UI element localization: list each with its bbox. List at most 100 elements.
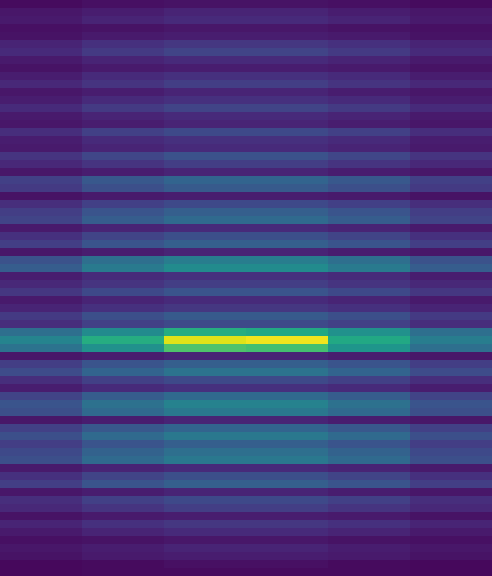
- heatmap-cell: [246, 272, 329, 281]
- heatmap-cell: [0, 264, 83, 273]
- heatmap-cell: [246, 120, 329, 129]
- heatmap-cell: [246, 400, 329, 409]
- heatmap-cell: [82, 560, 165, 569]
- heatmap-cell: [410, 424, 492, 433]
- heatmap-cell: [328, 560, 411, 569]
- heatmap-cell: [410, 112, 492, 121]
- heatmap-cell: [410, 496, 492, 505]
- heatmap-cell: [0, 208, 83, 217]
- heatmap-cell: [82, 416, 165, 425]
- heatmap-cell: [246, 224, 329, 233]
- heatmap-cell: [246, 408, 329, 417]
- heatmap-cell: [410, 384, 492, 393]
- heatmap-cell: [164, 424, 247, 433]
- heatmap-cell: [82, 144, 165, 153]
- heatmap-cell: [164, 496, 247, 505]
- heatmap-cell: [82, 40, 165, 49]
- heatmap-cell: [410, 216, 492, 225]
- heatmap-cell: [328, 224, 411, 233]
- heatmap-cell: [328, 304, 411, 313]
- heatmap-cell: [164, 376, 247, 385]
- heatmap-cell: [82, 440, 165, 449]
- heatmap-cell: [410, 120, 492, 129]
- heatmap-cell: [246, 504, 329, 513]
- heatmap-cell: [328, 24, 411, 33]
- heatmap-cell: [410, 480, 492, 489]
- heatmap-cell: [246, 480, 329, 489]
- heatmap-cell: [328, 48, 411, 57]
- heatmap-cell: [0, 336, 83, 345]
- heatmap-cell: [328, 520, 411, 529]
- heatmap-cell: [164, 520, 247, 529]
- heatmap-cell: [0, 168, 83, 177]
- heatmap-cell: [0, 520, 83, 529]
- heatmap-cell: [328, 312, 411, 321]
- heatmap-cell: [82, 160, 165, 169]
- heatmap-cell: [164, 256, 247, 265]
- heatmap-cell: [410, 296, 492, 305]
- heatmap-cell: [328, 544, 411, 553]
- heatmap-cell: [246, 552, 329, 561]
- heatmap-cell: [82, 104, 165, 113]
- heatmap-cell: [246, 392, 329, 401]
- heatmap-cell: [0, 416, 83, 425]
- heatmap-cell: [164, 88, 247, 97]
- heatmap-cell: [82, 544, 165, 553]
- heatmap-cell: [246, 416, 329, 425]
- heatmap-cell: [164, 536, 247, 545]
- heatmap-cell: [410, 16, 492, 25]
- heatmap-cell: [0, 408, 83, 417]
- heatmap-cell: [246, 448, 329, 457]
- heatmap-cell: [82, 352, 165, 361]
- heatmap-cell: [246, 312, 329, 321]
- heatmap-cell: [328, 40, 411, 49]
- heatmap-cell: [410, 568, 492, 576]
- heatmap-cell: [410, 136, 492, 145]
- heatmap-cell: [328, 168, 411, 177]
- heatmap-cell: [82, 152, 165, 161]
- heatmap-cell: [0, 288, 83, 297]
- heatmap-cell: [164, 480, 247, 489]
- heatmap-cell: [328, 152, 411, 161]
- heatmap-cell: [0, 32, 83, 41]
- heatmap-cell: [246, 304, 329, 313]
- heatmap-cell: [82, 64, 165, 73]
- heatmap-cell: [410, 544, 492, 553]
- heatmap-cell: [164, 280, 247, 289]
- heatmap-cell: [246, 256, 329, 265]
- heatmap-cell: [246, 488, 329, 497]
- heatmap-cell: [328, 248, 411, 257]
- heatmap-cell: [0, 560, 83, 569]
- heatmap-cell: [246, 456, 329, 465]
- heatmap-cell: [410, 176, 492, 185]
- heatmap-cell: [246, 472, 329, 481]
- heatmap-cell: [246, 72, 329, 81]
- heatmap-cell: [0, 536, 83, 545]
- heatmap-cell: [328, 232, 411, 241]
- heatmap-cell: [0, 216, 83, 225]
- heatmap-cell: [164, 568, 247, 576]
- heatmap-cell: [328, 96, 411, 105]
- heatmap-cell: [0, 360, 83, 369]
- heatmap-cell: [82, 136, 165, 145]
- heatmap-cell: [410, 264, 492, 273]
- heatmap-cell: [164, 120, 247, 129]
- heatmap-cell: [328, 344, 411, 353]
- heatmap-cell: [328, 144, 411, 153]
- heatmap-cell: [410, 392, 492, 401]
- heatmap-cell: [82, 568, 165, 576]
- heatmap-cell: [0, 392, 83, 401]
- heatmap-cell: [0, 16, 83, 25]
- heatmap-cell: [328, 480, 411, 489]
- heatmap-cell: [0, 272, 83, 281]
- heatmap-cell: [328, 440, 411, 449]
- heatmap-cell: [0, 568, 83, 576]
- heatmap-cell: [246, 320, 329, 329]
- heatmap-cell: [164, 464, 247, 473]
- heatmap-cell: [328, 136, 411, 145]
- heatmap-cell: [164, 224, 247, 233]
- heatmap-cell: [0, 296, 83, 305]
- heatmap-cell: [410, 312, 492, 321]
- heatmap-cell: [246, 232, 329, 241]
- heatmap-cell: [0, 464, 83, 473]
